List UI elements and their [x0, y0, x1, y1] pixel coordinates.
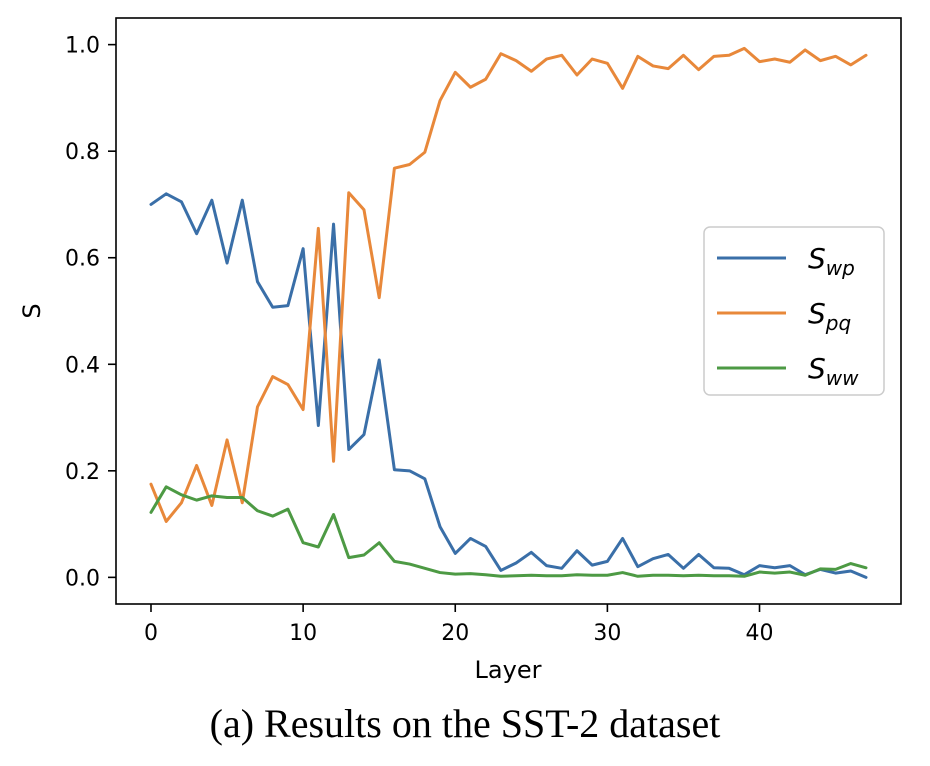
chart: 0 10 20 30 40 0.0 0.2 0.4 0.6 0.8 1.0 Layer S Swp… — [18, 17, 902, 684]
y-tick-label: 0.8 — [65, 140, 100, 165]
y-axis: 0.0 0.2 0.4 0.6 0.8 1.0 — [65, 34, 116, 591]
y-tick-label: 0.4 — [65, 353, 100, 378]
x-tick-label: 0 — [144, 621, 158, 646]
y-tick-label: 1.0 — [65, 34, 100, 59]
x-tick-label: 10 — [289, 621, 317, 646]
y-axis-label: S — [18, 303, 46, 318]
legend-box — [703, 226, 885, 396]
legend-label-pq: Spq — [808, 297, 851, 335]
line-chart-svg: 0 10 20 30 40 0.0 0.2 0.4 0.6 0.8 1.0 Layer S Swp… — [18, 17, 902, 684]
plot-frame — [115, 17, 902, 605]
series-layer — [149, 46, 868, 579]
legend-label-wp: Swp — [808, 242, 855, 280]
x-tick-label: 40 — [746, 621, 774, 646]
legend-label-ww: Sww — [808, 352, 859, 390]
legend: Swp Spq Sww — [703, 226, 885, 396]
y-tick-label: 0.6 — [65, 247, 100, 272]
y-tick-label: 0.0 — [65, 566, 100, 591]
figure-caption: (a) Results on the SST-2 dataset — [209, 701, 721, 746]
series-line-s-ww — [149, 485, 868, 578]
y-tick-label: 0.2 — [65, 460, 100, 485]
x-axis-label: Layer — [475, 656, 542, 684]
series-line-s-wp — [149, 192, 868, 579]
x-tick-label: 20 — [441, 621, 469, 646]
series-line-s-pq — [149, 46, 868, 523]
x-tick-label: 30 — [593, 621, 621, 646]
x-axis: 0 10 20 30 40 — [144, 604, 774, 646]
